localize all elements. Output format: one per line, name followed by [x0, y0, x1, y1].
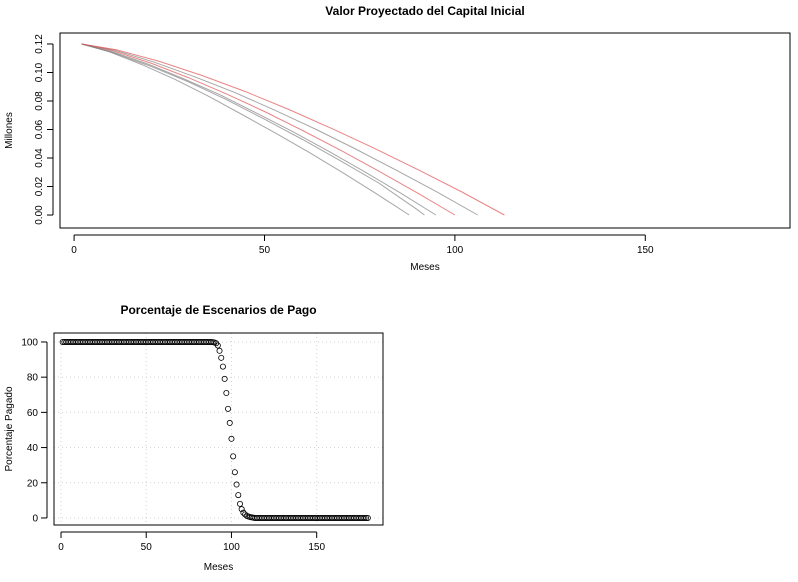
- y-tick-label: 80: [27, 373, 39, 384]
- point: [230, 453, 237, 460]
- point: [214, 342, 221, 349]
- point: [238, 506, 245, 513]
- y-tick-label: 20: [27, 478, 39, 489]
- chart-title: Porcentaje de Escenarios de Pago: [120, 303, 316, 317]
- series-line: [81, 43, 437, 216]
- point: [228, 435, 235, 442]
- plot-frame: [53, 332, 384, 526]
- point: [363, 514, 370, 521]
- series-line: [81, 43, 456, 216]
- point: [216, 347, 223, 354]
- y-tick-label: 0.10: [34, 62, 45, 82]
- point: [235, 492, 242, 499]
- y-tick-label: 0: [32, 513, 38, 524]
- x-tick-label: 150: [308, 542, 325, 553]
- point: [361, 514, 368, 521]
- y-tick-label: 60: [27, 408, 39, 419]
- point: [364, 514, 371, 521]
- chart-title: Valor Proyectado del Capital Inicial: [325, 4, 524, 18]
- y-tick-label: 40: [27, 443, 39, 454]
- y-tick-label: 0.06: [34, 119, 45, 139]
- x-axis-label: Meses: [410, 262, 439, 273]
- point: [236, 500, 243, 507]
- series-line: [81, 43, 505, 216]
- series-line: [81, 43, 478, 216]
- x-tick-label: 0: [71, 245, 77, 256]
- x-axis-label: Meses: [204, 562, 233, 573]
- point: [219, 363, 226, 370]
- y-tick-label: 0.00: [34, 205, 45, 225]
- x-tick-label: 100: [223, 542, 240, 553]
- point: [233, 481, 240, 488]
- point: [225, 405, 232, 412]
- y-tick-label: 100: [21, 337, 38, 348]
- series-line: [81, 43, 425, 216]
- point: [226, 419, 233, 426]
- series-line: [81, 43, 410, 216]
- y-tick-label: 0.12: [34, 34, 45, 54]
- y-axis-label: Porcentaje Pagado: [4, 386, 15, 472]
- x-tick-label: 100: [447, 245, 464, 256]
- x-tick-label: 50: [259, 245, 271, 256]
- point: [221, 375, 228, 382]
- point: [231, 469, 238, 476]
- x-tick-label: 0: [58, 542, 64, 553]
- x-tick-label: 150: [637, 245, 654, 256]
- plot-frame: [59, 32, 791, 229]
- x-tick-label: 50: [141, 542, 153, 553]
- point: [223, 390, 230, 397]
- y-axis-label: Millones: [4, 112, 15, 149]
- y-tick-label: 0.08: [34, 91, 45, 111]
- y-tick-label: 0.04: [34, 148, 45, 168]
- point: [218, 354, 225, 361]
- y-tick-label: 0.02: [34, 176, 45, 196]
- point: [240, 509, 247, 516]
